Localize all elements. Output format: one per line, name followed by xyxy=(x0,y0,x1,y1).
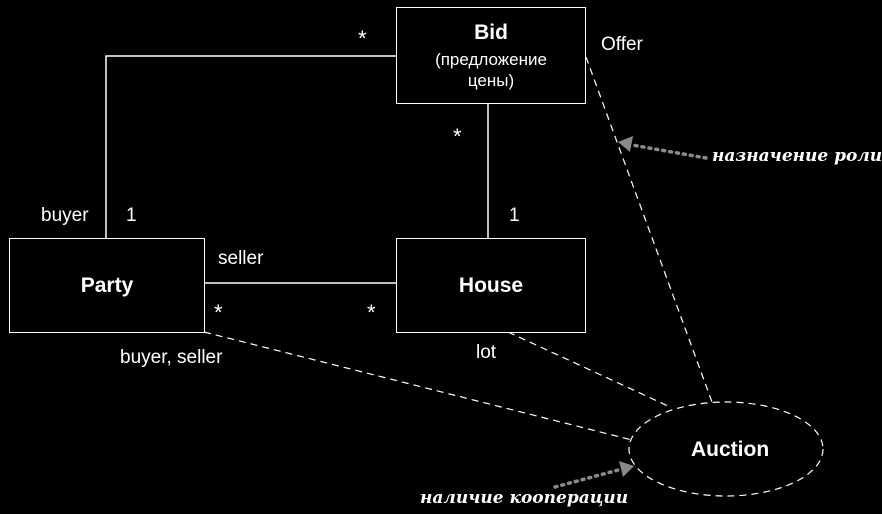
multiplicity-bid-party: * xyxy=(358,26,367,51)
multiplicity-bid-house: * xyxy=(453,124,462,149)
collaboration-name: Auction xyxy=(691,438,770,461)
multiplicity-party-bid: 1 xyxy=(126,205,137,226)
class-bid-name: Bid xyxy=(474,20,508,44)
collaboration-link-lot xyxy=(507,331,669,407)
note-arrow-collaboration xyxy=(553,467,624,489)
arrowhead-role-icon xyxy=(618,136,633,152)
role-buyer-seller: buyer, seller xyxy=(120,347,223,368)
class-bid-subtitle-2: цены) xyxy=(467,70,515,90)
class-party-name: Party xyxy=(80,273,134,297)
multiplicity-house-bid: 1 xyxy=(509,205,520,226)
class-house: House xyxy=(396,238,586,333)
arrowhead-collaboration-icon xyxy=(619,461,634,477)
collaboration-link-offer xyxy=(585,56,713,403)
multiplicity-party-house: * xyxy=(214,300,223,325)
role-lot: lot xyxy=(476,342,497,363)
class-party: Party xyxy=(9,238,205,333)
note-role-assignment: назначение роли xyxy=(712,146,882,166)
class-bid-subtitle-1: (предложение xyxy=(435,49,547,69)
class-bid: Bid (предложение цены) xyxy=(396,7,586,104)
multiplicity-house-party: * xyxy=(367,300,376,325)
class-house-name: House xyxy=(458,273,524,297)
role-seller: seller xyxy=(218,248,264,269)
role-offer: Offer xyxy=(601,34,643,55)
association-bid-party xyxy=(105,55,396,238)
collaboration-link-buyer-seller xyxy=(203,331,633,441)
role-buyer: buyer xyxy=(41,205,89,226)
note-arrow-role xyxy=(630,143,708,160)
collaboration-ellipse xyxy=(628,401,824,497)
note-collaboration-presence: наличие кооперации xyxy=(420,488,629,508)
